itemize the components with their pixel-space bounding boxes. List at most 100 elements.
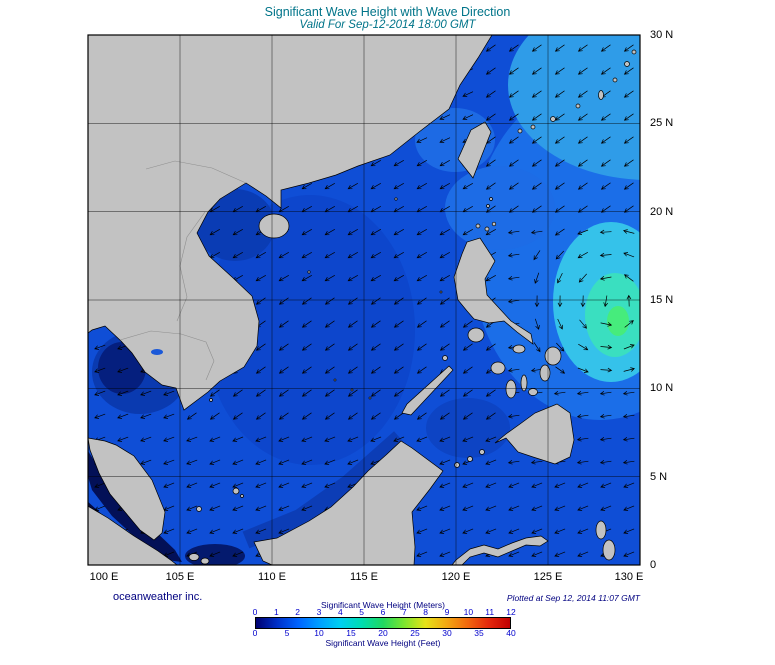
bohol-island [528,388,538,396]
legend-tick-value: 0 [252,628,258,638]
oceanweather-credit: oceanweather inc. [113,591,203,603]
natuna-island [240,494,244,498]
legend-tick-value: 4 [337,607,343,617]
y-tick-label: 20 N [650,206,674,218]
batanes-island [489,197,493,201]
legend-tick-value: 15 [346,628,356,638]
mindanao-island [494,403,575,465]
hainan-island [258,213,290,239]
legend-tick-value: 10 [463,607,474,617]
con-son-island [209,398,213,402]
panay-island [490,361,506,375]
ryukyu-island [612,77,618,83]
sulu-island [454,462,460,468]
bangka-island [188,553,200,561]
legend-colorbar [255,617,511,629]
y-tick-label: 25 N [650,117,674,129]
taiwan-island [457,121,492,179]
legend-tick-value: 20 [378,628,388,638]
chart-title: Significant Wave Height with Wave Direct… [264,5,511,19]
ryukyu-island [631,49,637,55]
sulawesi-island [451,535,549,565]
okinawa-island [598,90,604,100]
batanes-island [486,204,490,208]
spratly-island [368,396,372,400]
legend-tick-value: 25 [410,628,420,638]
y-tick-label: 30 N [650,29,674,41]
wave-peak-core [607,306,629,336]
samar-island [544,346,562,366]
spratly-island [333,378,337,382]
java-sea-dark [185,544,245,565]
legend-tick-value: 10 [314,628,324,638]
x-tick-label: 130 E [614,571,644,583]
legend-tick-value: 0 [252,607,258,617]
legend-tick-value: 35 [474,628,484,638]
luzon-island [453,237,534,345]
x-tick-label: 125 E [533,571,563,583]
sumatra-island [88,505,178,565]
anambas-island [196,506,202,512]
sulu-sea-shade [426,398,510,458]
babuyan-island [491,221,497,227]
x-tick-label: 100 E [89,571,119,583]
dongsha-island [394,197,398,201]
x-tick-label: 120 E [441,571,471,583]
legend-tick-value: 40 [506,628,516,638]
ryukyu-island [530,124,536,130]
map-border [87,34,641,566]
natuna-island [232,487,240,495]
y-tick-label: 5 N [650,471,668,483]
y-tick-label: 0 [650,559,657,571]
legend-tick-value: 1 [273,607,279,617]
legend-tick-value: 7 [401,607,407,617]
legend-feet-title: Significant Wave Height (Feet) [325,638,441,648]
babuyan-island [475,223,481,229]
borneo-coastal-shallow [242,431,406,549]
central-scs-shade [205,195,415,465]
ryukyu-island [624,61,630,67]
ryukyu-island [517,128,523,134]
legend-tick-value: 3 [316,607,322,617]
babuyan-island [484,226,490,232]
spratly-island [350,388,354,392]
belitung-island [200,557,210,565]
legend-tick-value: 9 [444,607,450,617]
legend-tick-value: 5 [359,607,365,617]
plotted-timestamp: Plotted at Sep 12, 2014 11:07 GMT [506,593,640,603]
x-tick-label: 105 E [165,571,195,583]
x-tick-label: 110 E [258,571,286,583]
y-tick-label: 15 N [650,294,674,306]
mainland-asia [88,35,493,411]
tonle-sap-lake [151,349,163,355]
legend-meters-ticks: 0 1 2 3 4 5 6 7 8 9 10 11 12 [252,607,516,617]
gulf-of-tonkin-shade [195,189,275,261]
calamian-island [442,355,448,361]
x-tick-label: 115 E [350,571,378,583]
legend-tick-value: 30 [442,628,452,638]
sulu-island [479,449,485,455]
land-masses [88,35,637,565]
legend-meters-title: Significant Wave Height (Meters) [321,600,445,610]
scarborough-shoal [439,290,443,294]
y-tick-label: 10 N [650,382,674,394]
legend-tick-value: 8 [423,607,429,617]
legend-tick-value: 5 [284,628,290,638]
leyte-island [539,364,551,382]
mindoro-island [467,327,485,343]
palawan-island [401,365,454,416]
legend-feet-ticks: 0 5 10 15 20 25 30 35 40 [252,628,516,638]
negros-island [505,379,517,399]
legend-tick-value: 12 [506,607,516,617]
ryukyu-island [575,103,581,109]
luzon-strait-shade [445,166,555,250]
chart-valid-time: Valid For Sep-12-2014 18:00 GMT [299,19,476,31]
legend-tick-value: 6 [380,607,386,617]
cebu-island [520,374,528,392]
latlon-grid [88,35,640,565]
northeast-corner-shade [508,35,640,180]
halmahera-island [595,520,607,540]
sulu-island [467,456,473,462]
